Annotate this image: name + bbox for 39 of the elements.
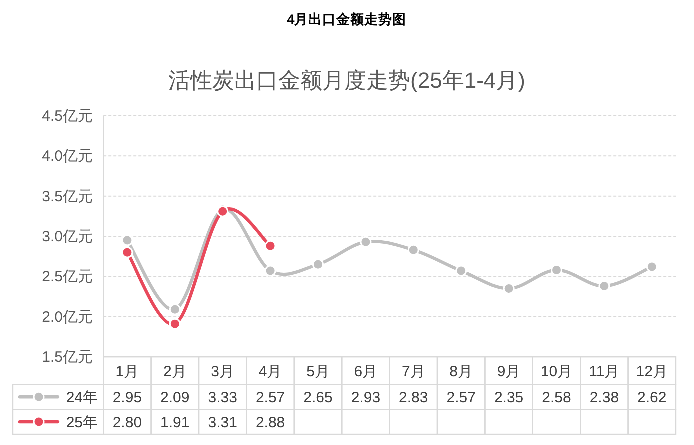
ytick: 2.0亿元	[42, 308, 93, 326]
category: 1月	[116, 363, 140, 380]
value-label: 2.83	[399, 390, 428, 407]
value-label: 2.35	[494, 390, 524, 407]
legend-label: 25年	[66, 414, 98, 432]
category: 11月	[589, 363, 620, 380]
category: 5月	[306, 363, 330, 380]
category: 2月	[163, 363, 187, 380]
title: 4月出口金额走势图	[287, 12, 407, 27]
category: 4月	[258, 363, 282, 380]
value-label: 2.57	[446, 390, 476, 407]
ytick: 2.5亿元	[42, 268, 93, 286]
legend-label: 24年	[66, 390, 98, 407]
value-label: 2.80	[112, 414, 142, 432]
ytick: 4.0亿元	[42, 148, 93, 166]
value-label: 2.93	[351, 390, 381, 407]
value-label: 2.95	[112, 390, 142, 407]
subtitle: 活性炭出口金额月度走势(25年1-4月)	[168, 68, 526, 93]
value-label: 2.88	[256, 414, 286, 432]
ytick: 3.5亿元	[42, 188, 93, 206]
category: 12月	[636, 363, 668, 380]
ytick: 4.5亿元	[42, 108, 93, 125]
value-label: 3.33	[208, 390, 238, 407]
value-label: 1.91	[160, 414, 190, 432]
category: 7月	[402, 363, 426, 380]
value-label: 3.31	[208, 414, 238, 432]
value-label: 2.65	[304, 390, 333, 407]
category: 8月	[450, 363, 474, 380]
value-label: 2.58	[542, 390, 572, 407]
value-label: 2.38	[590, 390, 620, 407]
value-label: 2.62	[638, 390, 667, 407]
category: 9月	[497, 363, 521, 380]
ytick: 1.5亿元	[42, 349, 93, 366]
value-label: 2.57	[256, 390, 286, 407]
category: 3月	[211, 363, 235, 380]
category: 6月	[354, 363, 378, 380]
value-label: 2.09	[160, 390, 190, 407]
category: 10月	[540, 363, 573, 380]
ytick: 3.0亿元	[42, 228, 93, 246]
